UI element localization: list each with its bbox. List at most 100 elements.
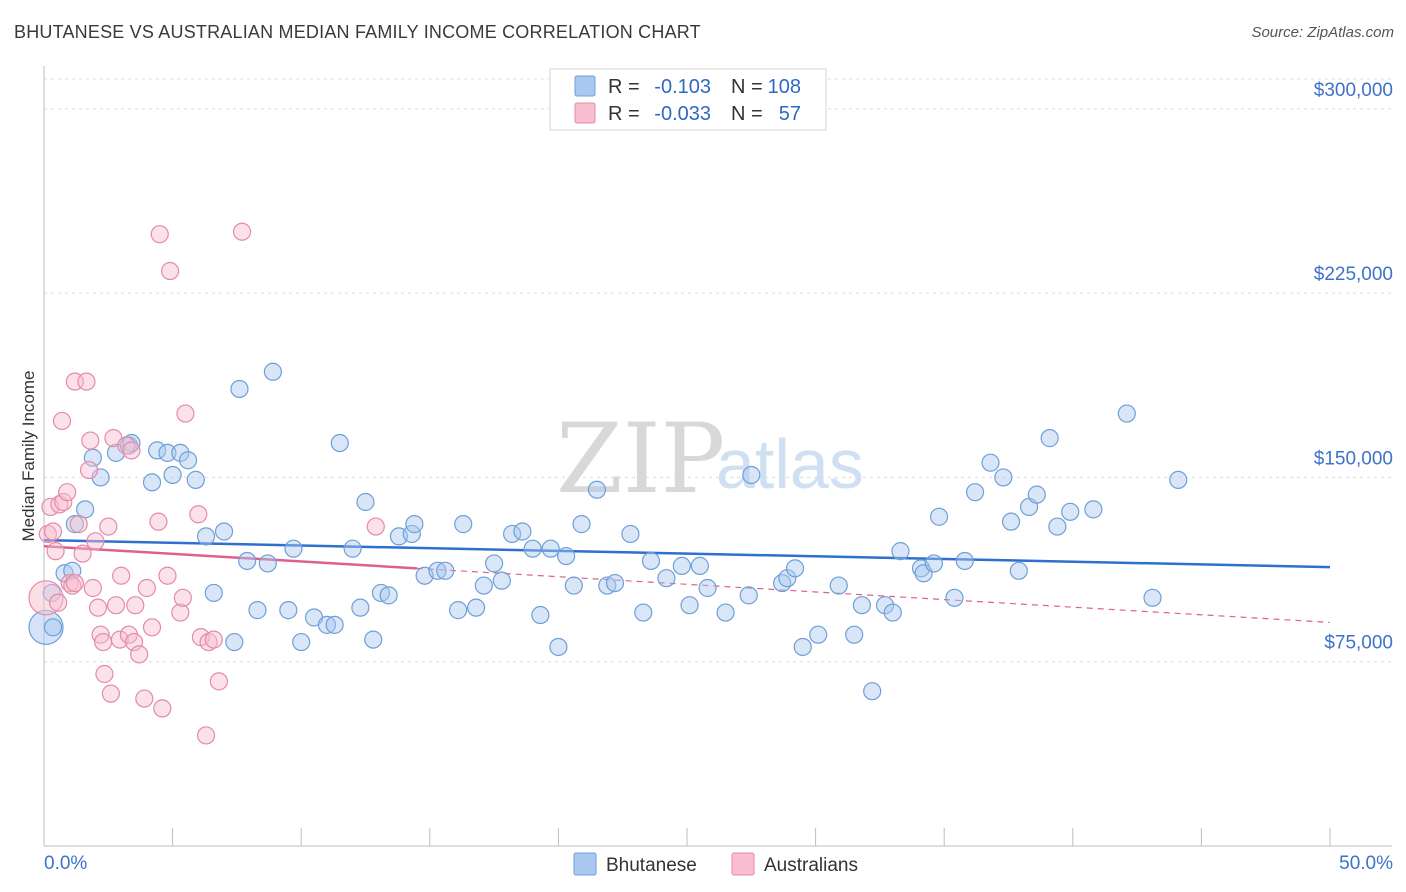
data-point [436,561,455,580]
series-legend-swatch-australians [731,852,755,876]
data-point [716,603,735,622]
data-point [196,726,216,745]
data-point [773,573,792,593]
data-point [356,492,375,512]
data-point [1009,561,1028,580]
data-point [99,517,118,536]
legend-swatch-bhutanese [574,75,596,97]
data-point [587,480,607,499]
data-point [65,515,84,534]
data-point [379,586,398,605]
data-point [135,689,154,708]
trend-line-australians [43,544,418,570]
data-point [189,505,208,524]
data-point [809,625,828,644]
data-point [994,468,1013,487]
y-tick-label: $225,000 [1314,264,1393,285]
data-point [79,460,99,480]
data-point [680,596,699,615]
data-point [739,586,758,605]
data-point [63,576,82,595]
series-legend-label-bhutanese: Bhutanese [606,855,697,876]
data-point [690,556,709,575]
data-point [214,522,234,541]
data-point [232,222,252,241]
data-point [153,699,172,718]
series-legend-swatch-bhutanese [573,852,597,876]
data-point [891,542,910,561]
data-point [1117,404,1136,423]
legend-r-value-australians: -0.033 [654,103,711,125]
data-point [126,596,145,615]
data-point [541,539,560,558]
data-point [238,551,257,571]
legend-n-label-bhutanese: N = [731,76,763,98]
watermark-atlas: atlas [716,425,864,503]
data-point [88,598,108,617]
data-point [492,571,511,590]
data-point [149,512,168,531]
y-tick-label: $150,000 [1314,448,1393,469]
data-point [829,576,848,595]
data-point [142,618,162,637]
data-point [845,625,864,644]
data-point [364,630,383,649]
data-point [513,522,532,541]
data-point [485,554,504,573]
data-point [330,433,349,453]
data-point [466,598,486,617]
data-point [742,465,761,485]
data-point [929,507,949,526]
data-point [86,532,105,551]
data-point [292,632,311,652]
data-point [343,539,362,558]
x-tick-label: 50.0% [1339,853,1393,874]
data-point [58,483,77,502]
legend-r-value-bhutanese: -0.103 [654,76,711,98]
legend-swatch-australians [574,102,596,124]
data-point [634,603,653,622]
data-point [263,362,283,381]
trend-line-australians-extension [416,567,1331,623]
data-point [793,637,812,657]
data-point [474,576,493,595]
data-point [52,411,72,431]
data-point [46,542,65,561]
data-point [605,573,625,593]
data-point [366,517,385,536]
data-point [158,443,177,462]
data-point [43,618,63,637]
data-point [1084,500,1103,519]
data-point [204,630,223,649]
data-point [1001,512,1021,531]
data-point [186,470,205,489]
data-point [428,561,447,580]
data-point [778,569,797,588]
data-point [523,539,542,558]
trend-lines [43,538,1331,623]
data-point [150,225,169,244]
data-point [564,576,583,595]
legend-n-value-australians: 57 [779,103,801,125]
data-point [1040,429,1059,448]
data-point [945,588,964,607]
data-point [448,601,468,620]
data-point [69,515,88,534]
data-point [106,596,126,615]
data-point [572,515,591,534]
series-legend-label-australians: Australians [764,855,858,876]
series-australians [28,222,385,745]
data-point [672,556,691,575]
y-axis-title: Median Family Income [19,370,38,541]
data-point [81,431,100,450]
data-point [785,559,805,578]
data-point [641,551,661,571]
x-tick-label: 0.0% [44,853,87,874]
data-point [852,596,871,615]
data-point [160,261,180,281]
data-point-large [28,580,64,616]
data-point [924,554,944,573]
data-point [955,551,974,571]
data-point [657,569,676,588]
data-point [405,515,424,534]
